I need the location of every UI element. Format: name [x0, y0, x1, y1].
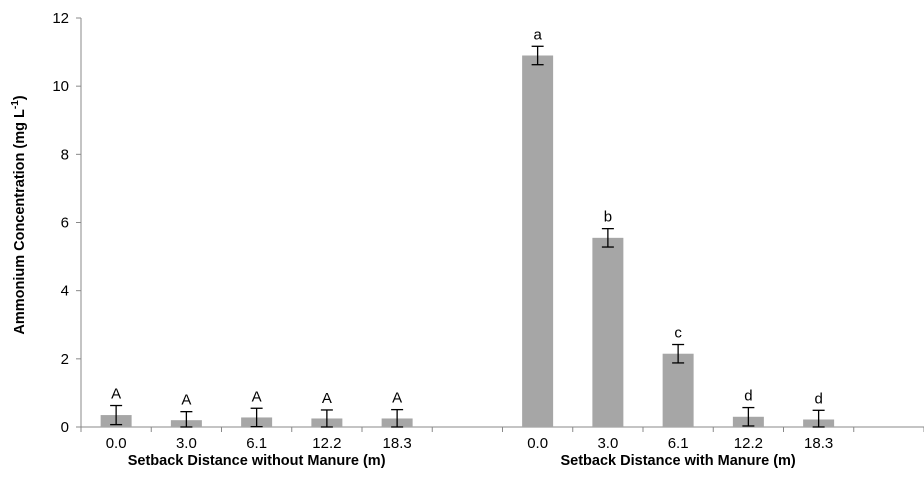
y-tick-label: 2 — [61, 351, 69, 368]
x-tick-label: 0.0 — [527, 435, 548, 452]
x-tick-label: 18.3 — [804, 435, 833, 452]
y-tick-label: 6 — [61, 215, 69, 232]
significance-letter: d — [814, 390, 822, 407]
y-tick-label: 10 — [52, 78, 69, 95]
x-tick-label: 12.2 — [312, 435, 341, 452]
significance-letter: a — [533, 26, 542, 43]
significance-letter: A — [181, 392, 191, 409]
y-axis-label: Ammonium Concentration (mg L-1) — [10, 95, 28, 334]
y-tick-label: 4 — [61, 283, 69, 300]
significance-letter: A — [322, 390, 332, 407]
x-tick-label: 3.0 — [176, 435, 197, 452]
x-tick-label: 12.2 — [734, 435, 763, 452]
x-tick-label: 0.0 — [106, 435, 127, 452]
x-axis-group-label: Setback Distance with Manure (m) — [560, 453, 795, 469]
significance-letter: A — [111, 386, 121, 403]
significance-letter: A — [252, 388, 262, 405]
x-tick-label: 18.3 — [383, 435, 412, 452]
y-tick-label: 8 — [61, 146, 69, 163]
bar — [522, 55, 554, 427]
x-tick-label: 3.0 — [597, 435, 618, 452]
significance-letter: b — [604, 209, 612, 226]
x-tick-label: 6.1 — [246, 435, 267, 452]
significance-letter: d — [744, 388, 752, 405]
bar — [592, 237, 624, 427]
y-tick-label: 0 — [61, 419, 69, 436]
x-tick-label: 6.1 — [668, 435, 689, 452]
bar — [662, 353, 694, 427]
y-tick-label: 12 — [52, 10, 69, 27]
x-axis-group-label: Setback Distance without Manure (m) — [128, 453, 386, 469]
significance-letter: A — [392, 390, 402, 407]
significance-letter: c — [674, 325, 682, 342]
